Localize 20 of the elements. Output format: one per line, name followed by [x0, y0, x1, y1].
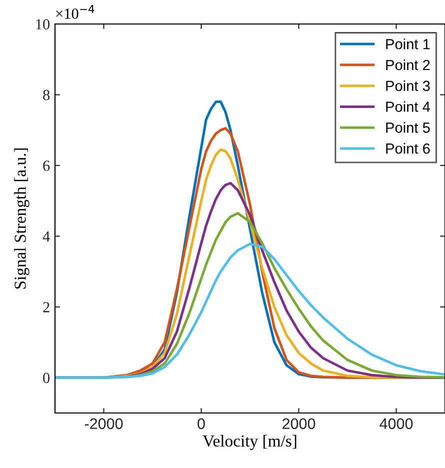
x-tick-label: 4000: [380, 418, 413, 430]
y-tick-label: 2: [43, 302, 50, 312]
x-tick-label: -2000: [84, 418, 123, 430]
y-tick-label: 8: [43, 90, 50, 100]
legend-label: Point 3: [386, 80, 430, 92]
legend-label: Point 5: [386, 122, 430, 133]
x-tick-label: 0: [198, 418, 205, 430]
legend-label: Point 4: [386, 101, 430, 112]
legend-label: Point 6: [386, 143, 430, 154]
y-tick-label: 0: [43, 372, 50, 384]
x-tick-label: 2000: [282, 418, 316, 430]
y-axis-title: Signal Strength [a.u.]: [14, 148, 30, 289]
legend-label: Point 2: [386, 59, 430, 70]
x-axis-title: Velocity [m/s]: [202, 434, 296, 450]
line-series: [55, 242, 445, 379]
y-tick-label: 6: [43, 160, 50, 171]
text: ×10$^{−4}$: [56, 5, 94, 19]
legend-label: Point 1: [386, 38, 430, 50]
y-tick-label: 4: [42, 231, 50, 242]
y-tick-label: 10: [36, 19, 50, 30]
